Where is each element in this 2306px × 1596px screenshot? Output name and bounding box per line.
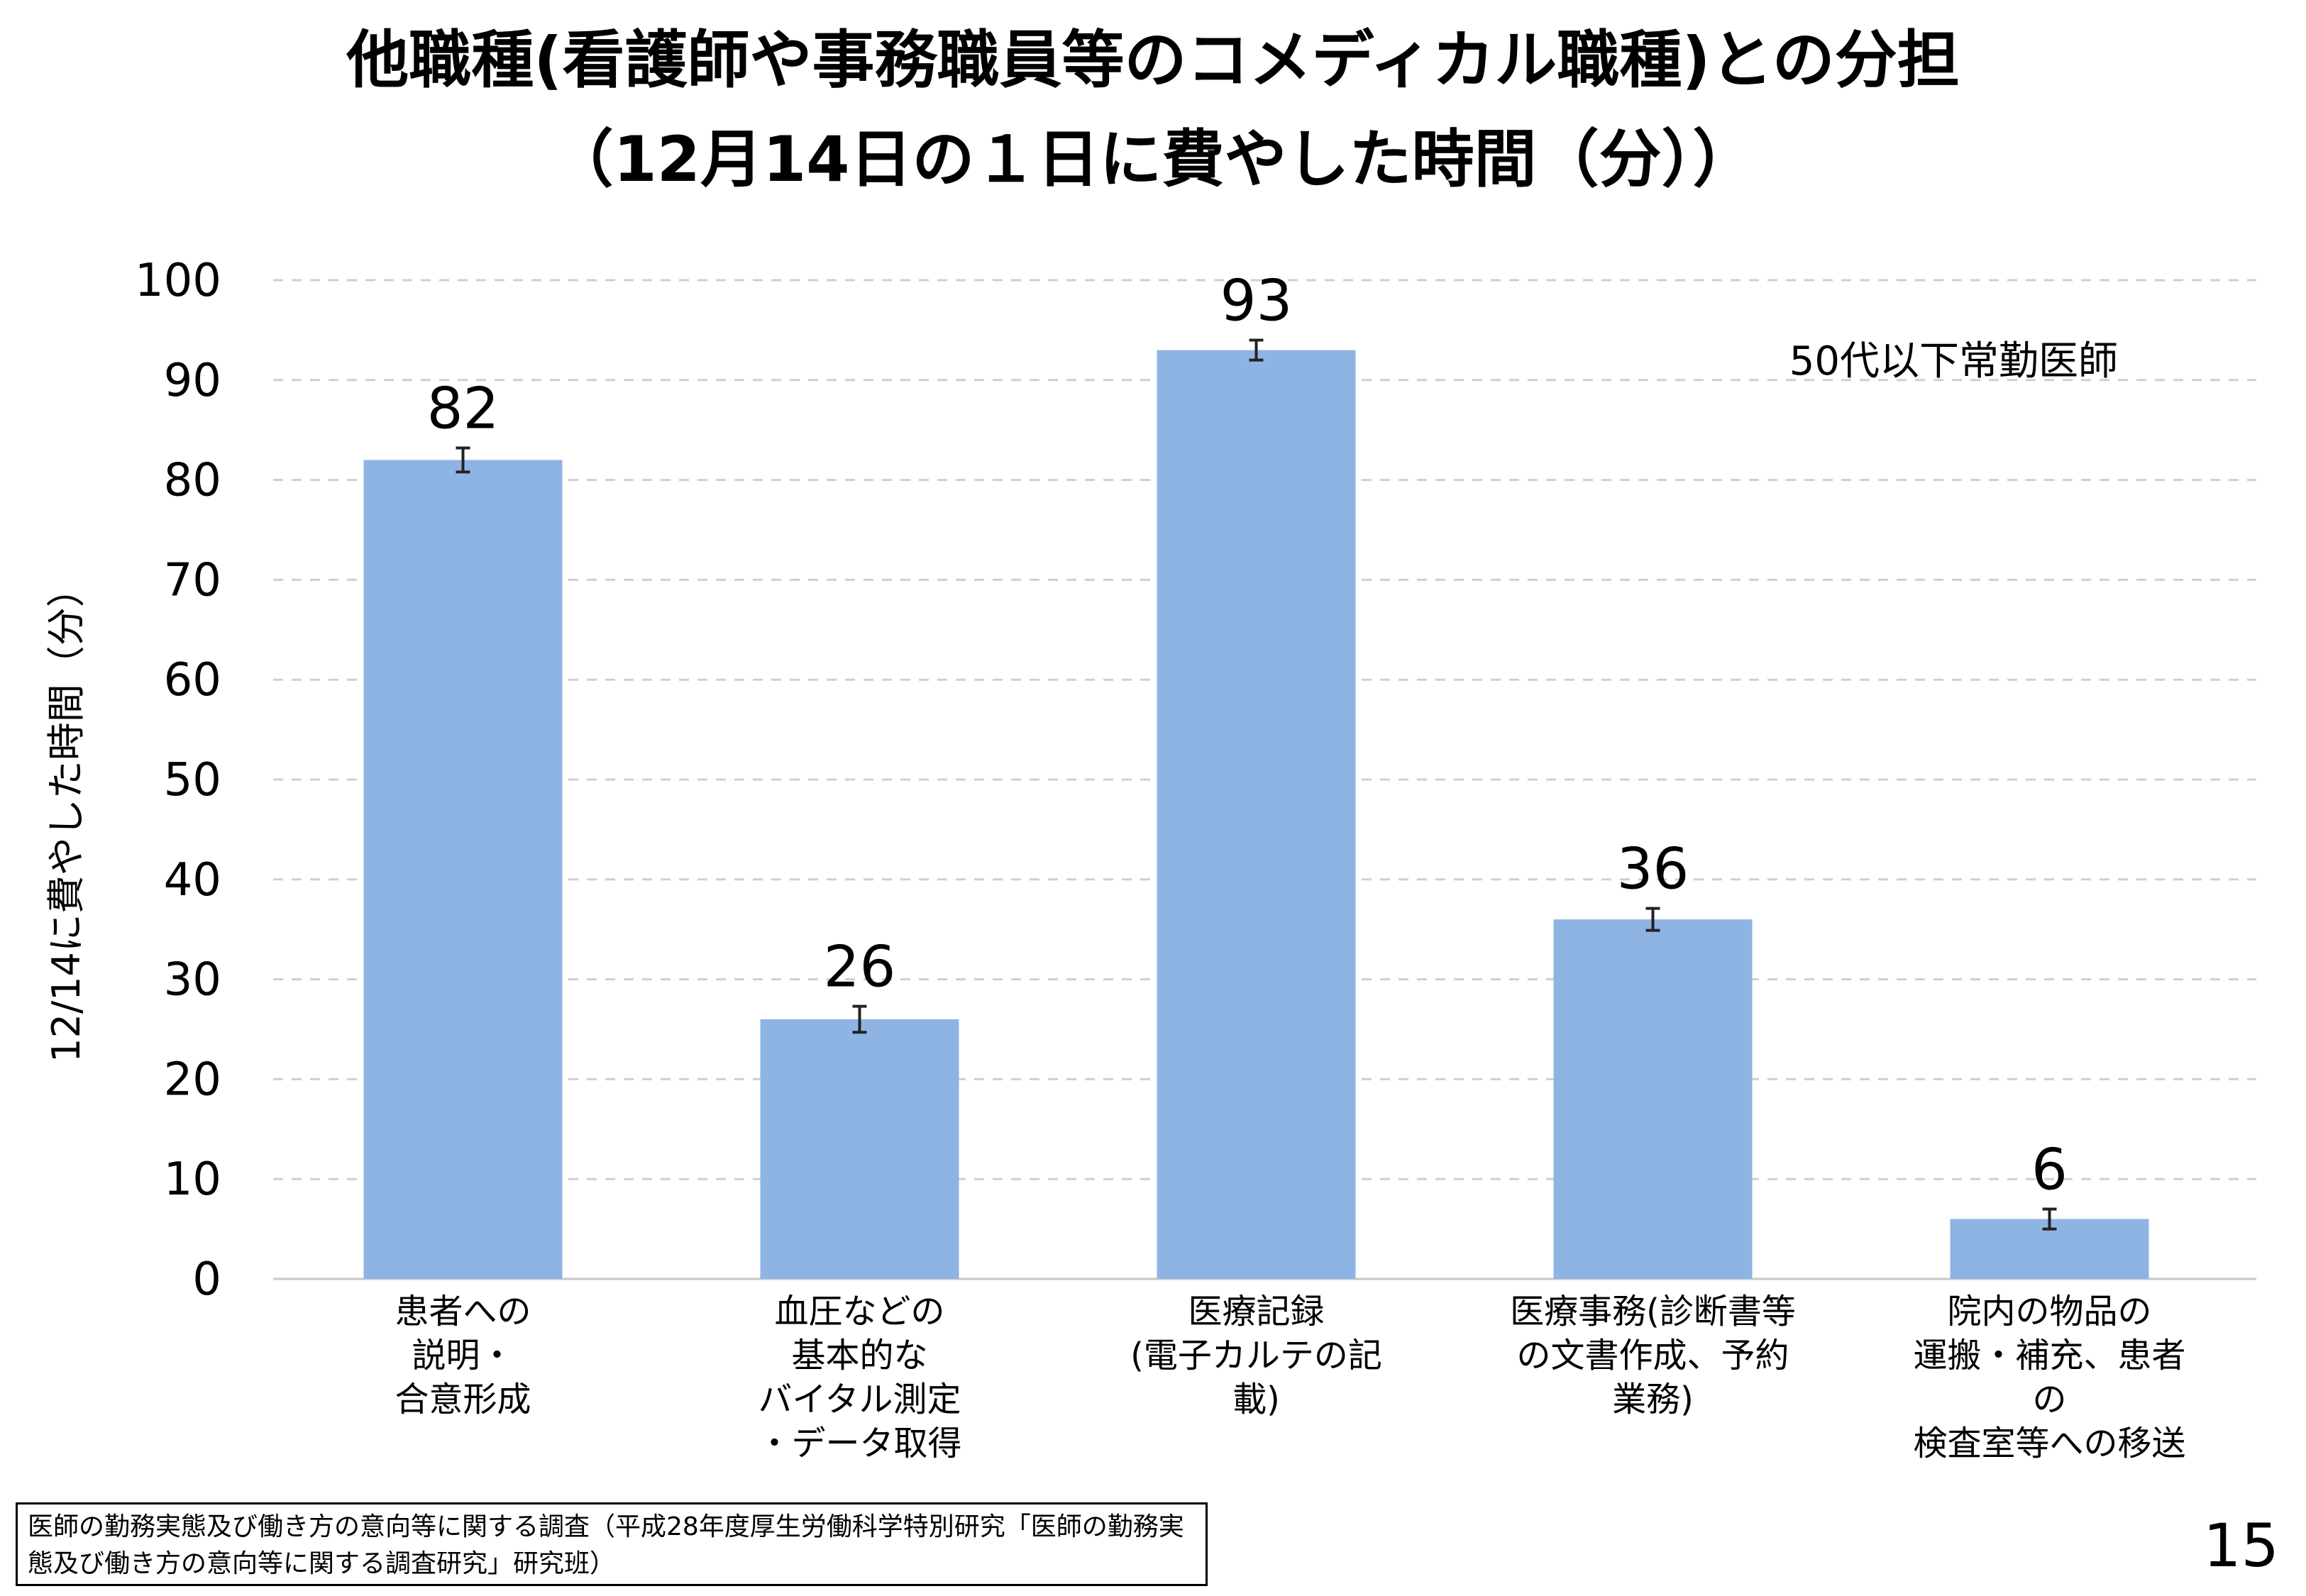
data-label: 93 bbox=[1220, 267, 1293, 333]
data-label: 6 bbox=[2031, 1136, 2068, 1202]
data-label: 26 bbox=[824, 934, 896, 1000]
error-bar bbox=[852, 1004, 867, 1034]
category-label: 医療事務(診断書等 の文書作成、予約 業務) bbox=[1510, 1292, 1796, 1419]
data-label: 36 bbox=[1617, 836, 1689, 902]
y-tick-label: 20 bbox=[164, 1053, 221, 1106]
y-axis-label: 12/14に費やした時間（分） bbox=[44, 569, 89, 1063]
category-label: 患者への 説明・ 合意形成 bbox=[395, 1292, 531, 1419]
y-tick-label: 70 bbox=[164, 554, 221, 606]
category-label: 血圧などの 基本的な バイタル測定 ・データ取得 bbox=[757, 1292, 962, 1463]
bars bbox=[363, 350, 2149, 1280]
category-label: 院内の物品の 運搬・補充、患者の 検査室等への移送 bbox=[1913, 1292, 2186, 1463]
bar bbox=[1157, 350, 1356, 1279]
y-tick-label: 0 bbox=[192, 1253, 221, 1306]
page-subtitle: （12月14日の１日に費やした時間（分）） bbox=[551, 123, 1755, 196]
y-tick-label: 40 bbox=[164, 854, 221, 907]
y-tick-label: 60 bbox=[164, 654, 221, 706]
page-number: 15 bbox=[2203, 1511, 2279, 1580]
bar bbox=[1553, 919, 1753, 1279]
y-tick-label: 100 bbox=[135, 255, 221, 307]
y-tick-label: 80 bbox=[164, 455, 221, 507]
y-tick-label: 50 bbox=[164, 754, 221, 807]
error-bar bbox=[2042, 1207, 2057, 1231]
error-bars bbox=[456, 338, 2057, 1231]
series-annotation: 50代以下常勤医師 bbox=[1789, 338, 2118, 384]
error-bar bbox=[1249, 338, 1264, 362]
bar bbox=[760, 1019, 959, 1279]
y-tick-label: 90 bbox=[164, 355, 221, 407]
error-bar bbox=[456, 446, 470, 474]
bar bbox=[363, 460, 563, 1280]
y-axis-ticks: 0 10 20 30 40 50 60 70 80 90 100 bbox=[135, 255, 221, 1306]
data-label: 82 bbox=[427, 376, 500, 442]
y-tick-label: 10 bbox=[164, 1153, 221, 1206]
error-bar bbox=[1645, 907, 1660, 932]
category-label: 医療記録 (電子カルテの記載) bbox=[1130, 1292, 1382, 1419]
y-tick-label: 30 bbox=[164, 954, 221, 1007]
source-citation: 医師の勤務実態及び働き方の意向等に関する調査（平成28年度厚生労働科学特別研究「… bbox=[16, 1502, 1208, 1586]
page-title: 他職種(看護師や事務職員等のコメディカル職種)との分担 bbox=[346, 23, 1960, 96]
data-labels: 82 26 93 36 6 bbox=[427, 267, 2068, 1202]
